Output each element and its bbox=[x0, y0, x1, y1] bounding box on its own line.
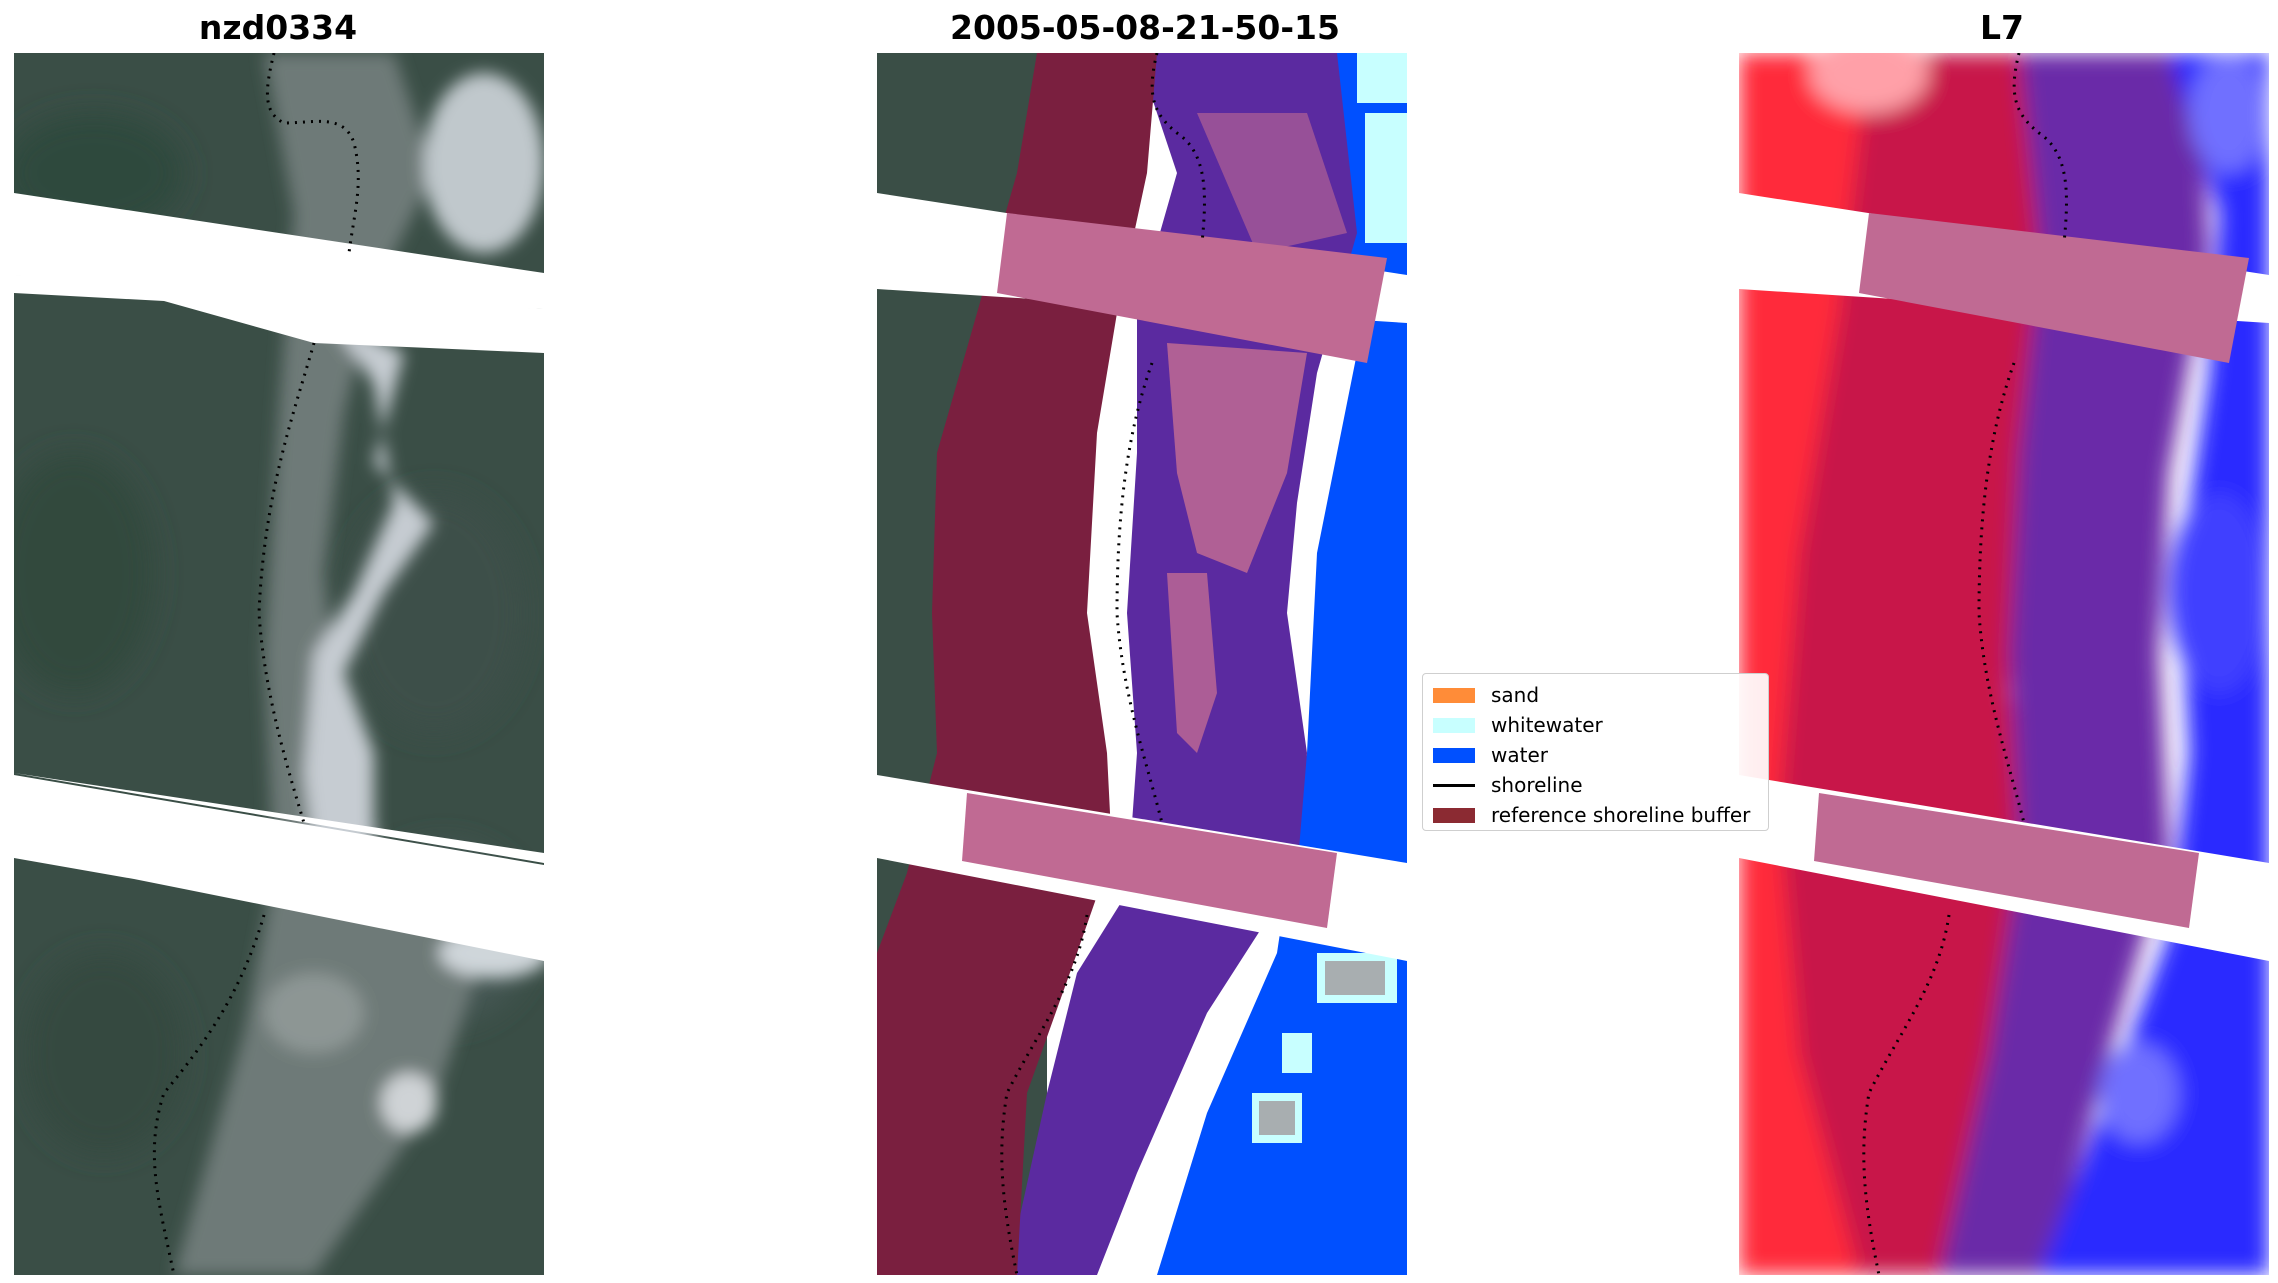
legend-swatch-whitewater bbox=[1433, 717, 1475, 733]
legend-swatch-buffer bbox=[1433, 807, 1475, 823]
legend-label: whitewater bbox=[1491, 713, 1603, 737]
legend-item-reference-shoreline-buffer: reference shoreline buffer bbox=[1433, 800, 1758, 830]
nodata-stripe-bottom bbox=[14, 775, 544, 961]
legend-label: sand bbox=[1491, 683, 1540, 707]
legend-label: shoreline bbox=[1491, 773, 1583, 797]
legend-swatch-water bbox=[1433, 747, 1475, 763]
legend-swatch-sand bbox=[1433, 687, 1475, 703]
shoreline-line bbox=[1000, 53, 1206, 1275]
nodata-band-bottom bbox=[1814, 793, 2199, 928]
index-image-panel bbox=[1739, 53, 2269, 1275]
panel-title-rgb: nzd0334 bbox=[198, 8, 358, 47]
purple-area bbox=[1939, 53, 2209, 1275]
shoreline-line bbox=[1862, 53, 2068, 1275]
legend: sand whitewater water shoreline referenc… bbox=[1422, 673, 1769, 831]
legend-label: reference shoreline buffer bbox=[1491, 803, 1751, 827]
crimson-area bbox=[1779, 53, 2069, 1275]
legend-item-shoreline: shoreline bbox=[1433, 770, 1758, 800]
river-texture bbox=[174, 53, 544, 1275]
legend-line-shoreline bbox=[1433, 783, 1475, 787]
panel-title-index: L7 bbox=[1980, 8, 2024, 47]
nodata-band-top bbox=[1859, 213, 2249, 363]
panel-title-classified: 2005-05-08-21-50-15 bbox=[950, 8, 1340, 47]
index-image bbox=[1739, 53, 2269, 1275]
legend-item-water: water bbox=[1433, 740, 1758, 770]
classified-image-panel bbox=[877, 53, 1407, 1275]
rgb-image bbox=[14, 53, 544, 1275]
classified-image bbox=[877, 53, 1407, 1275]
nodata-band-bottom bbox=[962, 793, 1337, 928]
nodata-band-top bbox=[997, 213, 1387, 363]
whitewater-patch bbox=[1357, 53, 1407, 103]
legend-item-sand: sand bbox=[1433, 680, 1758, 710]
rgb-image-panel bbox=[14, 53, 544, 1275]
legend-label: water bbox=[1491, 743, 1548, 767]
reference-shoreline-buffer bbox=[877, 53, 1157, 1275]
legend-item-whitewater: whitewater bbox=[1433, 710, 1758, 740]
